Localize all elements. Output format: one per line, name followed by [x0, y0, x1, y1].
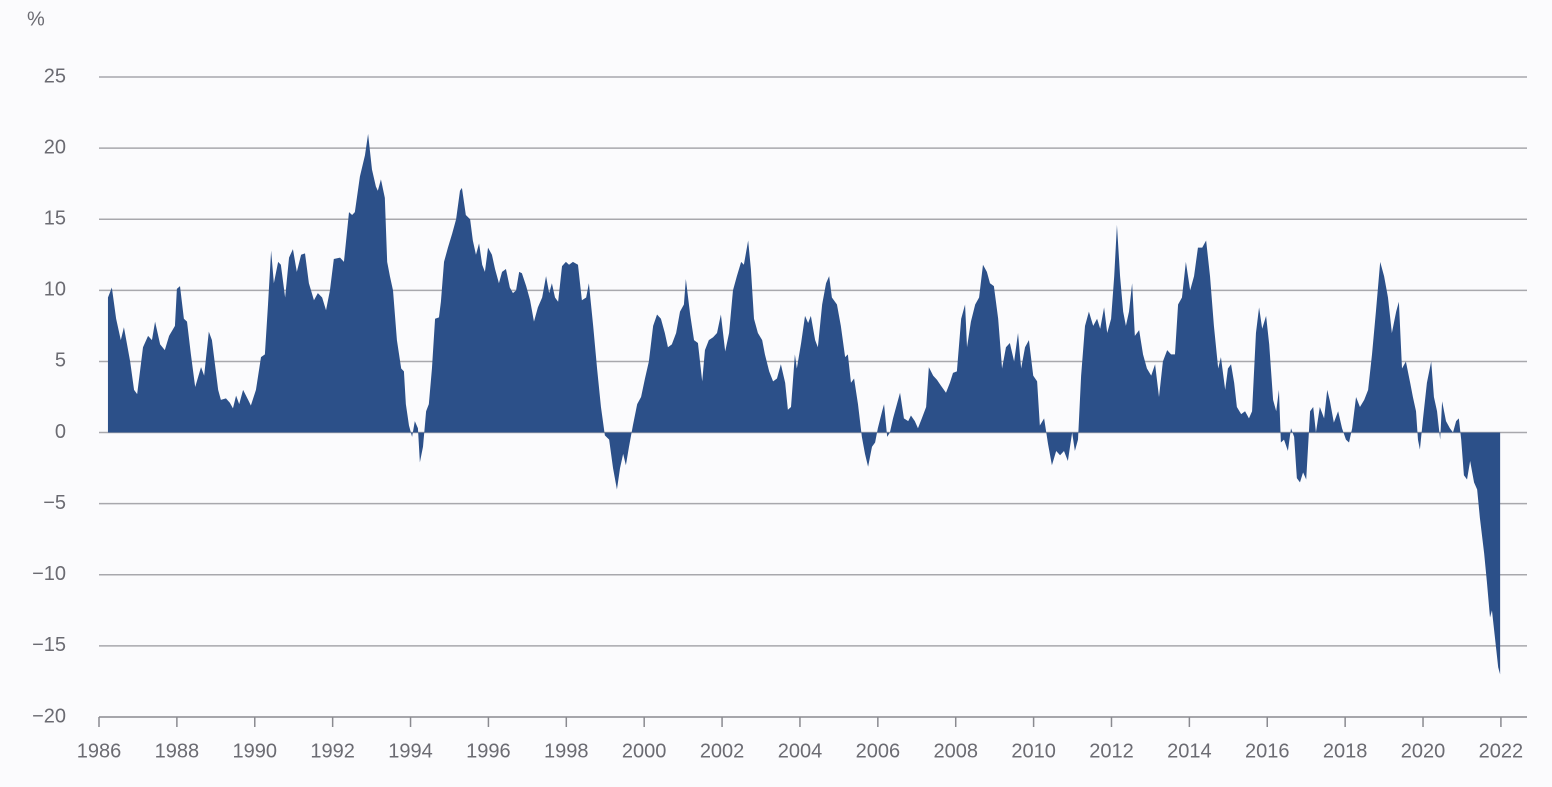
x-tick-label: 2012 — [1089, 740, 1134, 762]
x-tick-label: 2018 — [1323, 740, 1368, 762]
y-tick-label: −15 — [32, 634, 66, 656]
x-tick-label: 2006 — [856, 740, 901, 762]
x-tick-label: 1986 — [77, 740, 122, 762]
x-tick-label: 2020 — [1401, 740, 1446, 762]
x-tick-label: 1988 — [155, 740, 200, 762]
y-tick-label: 10 — [44, 279, 66, 301]
y-tick-label: 25 — [44, 65, 66, 87]
y-tick-label: 5 — [55, 350, 66, 372]
x-tick-label: 1992 — [310, 740, 355, 762]
x-tick-label: 2010 — [1011, 740, 1056, 762]
x-tick-label: 2008 — [933, 740, 978, 762]
x-tick-label: 2000 — [622, 740, 667, 762]
y-tick-label: 20 — [44, 136, 66, 158]
y-tick-label: −5 — [43, 492, 66, 514]
x-tick-label: 2002 — [700, 740, 745, 762]
x-tick-label: 1998 — [544, 740, 589, 762]
y-tick-label: −20 — [32, 705, 66, 727]
x-tick-label: 2004 — [778, 740, 823, 762]
y-tick-label: 0 — [55, 421, 66, 443]
x-tick-label: 1994 — [388, 740, 433, 762]
x-tick-label: 2022 — [1479, 740, 1524, 762]
area — [107, 133, 1501, 675]
x-tick-label: 2016 — [1245, 740, 1290, 762]
y-tick-label: −10 — [32, 563, 66, 585]
x-tick-label: 2014 — [1167, 740, 1212, 762]
y-tick-label: 15 — [44, 208, 66, 230]
x-tick-label: 1990 — [233, 740, 278, 762]
y-unit-label: % — [27, 8, 45, 30]
x-tick-label: 1996 — [466, 740, 511, 762]
